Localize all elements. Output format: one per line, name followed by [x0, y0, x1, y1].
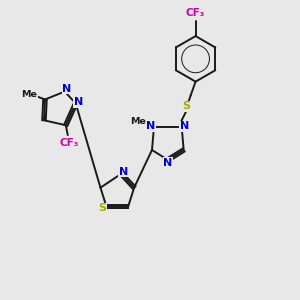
- Text: Me: Me: [21, 90, 37, 99]
- Text: N: N: [163, 158, 172, 168]
- Text: Me: Me: [130, 117, 146, 126]
- Text: N: N: [62, 84, 71, 94]
- Text: CF₃: CF₃: [186, 8, 205, 18]
- Text: CF₃: CF₃: [59, 138, 78, 148]
- Text: N: N: [118, 167, 128, 177]
- Text: S: S: [183, 101, 191, 111]
- Text: N: N: [146, 121, 156, 131]
- Text: N: N: [180, 121, 189, 131]
- Text: N: N: [74, 98, 83, 107]
- Text: S: S: [98, 203, 106, 214]
